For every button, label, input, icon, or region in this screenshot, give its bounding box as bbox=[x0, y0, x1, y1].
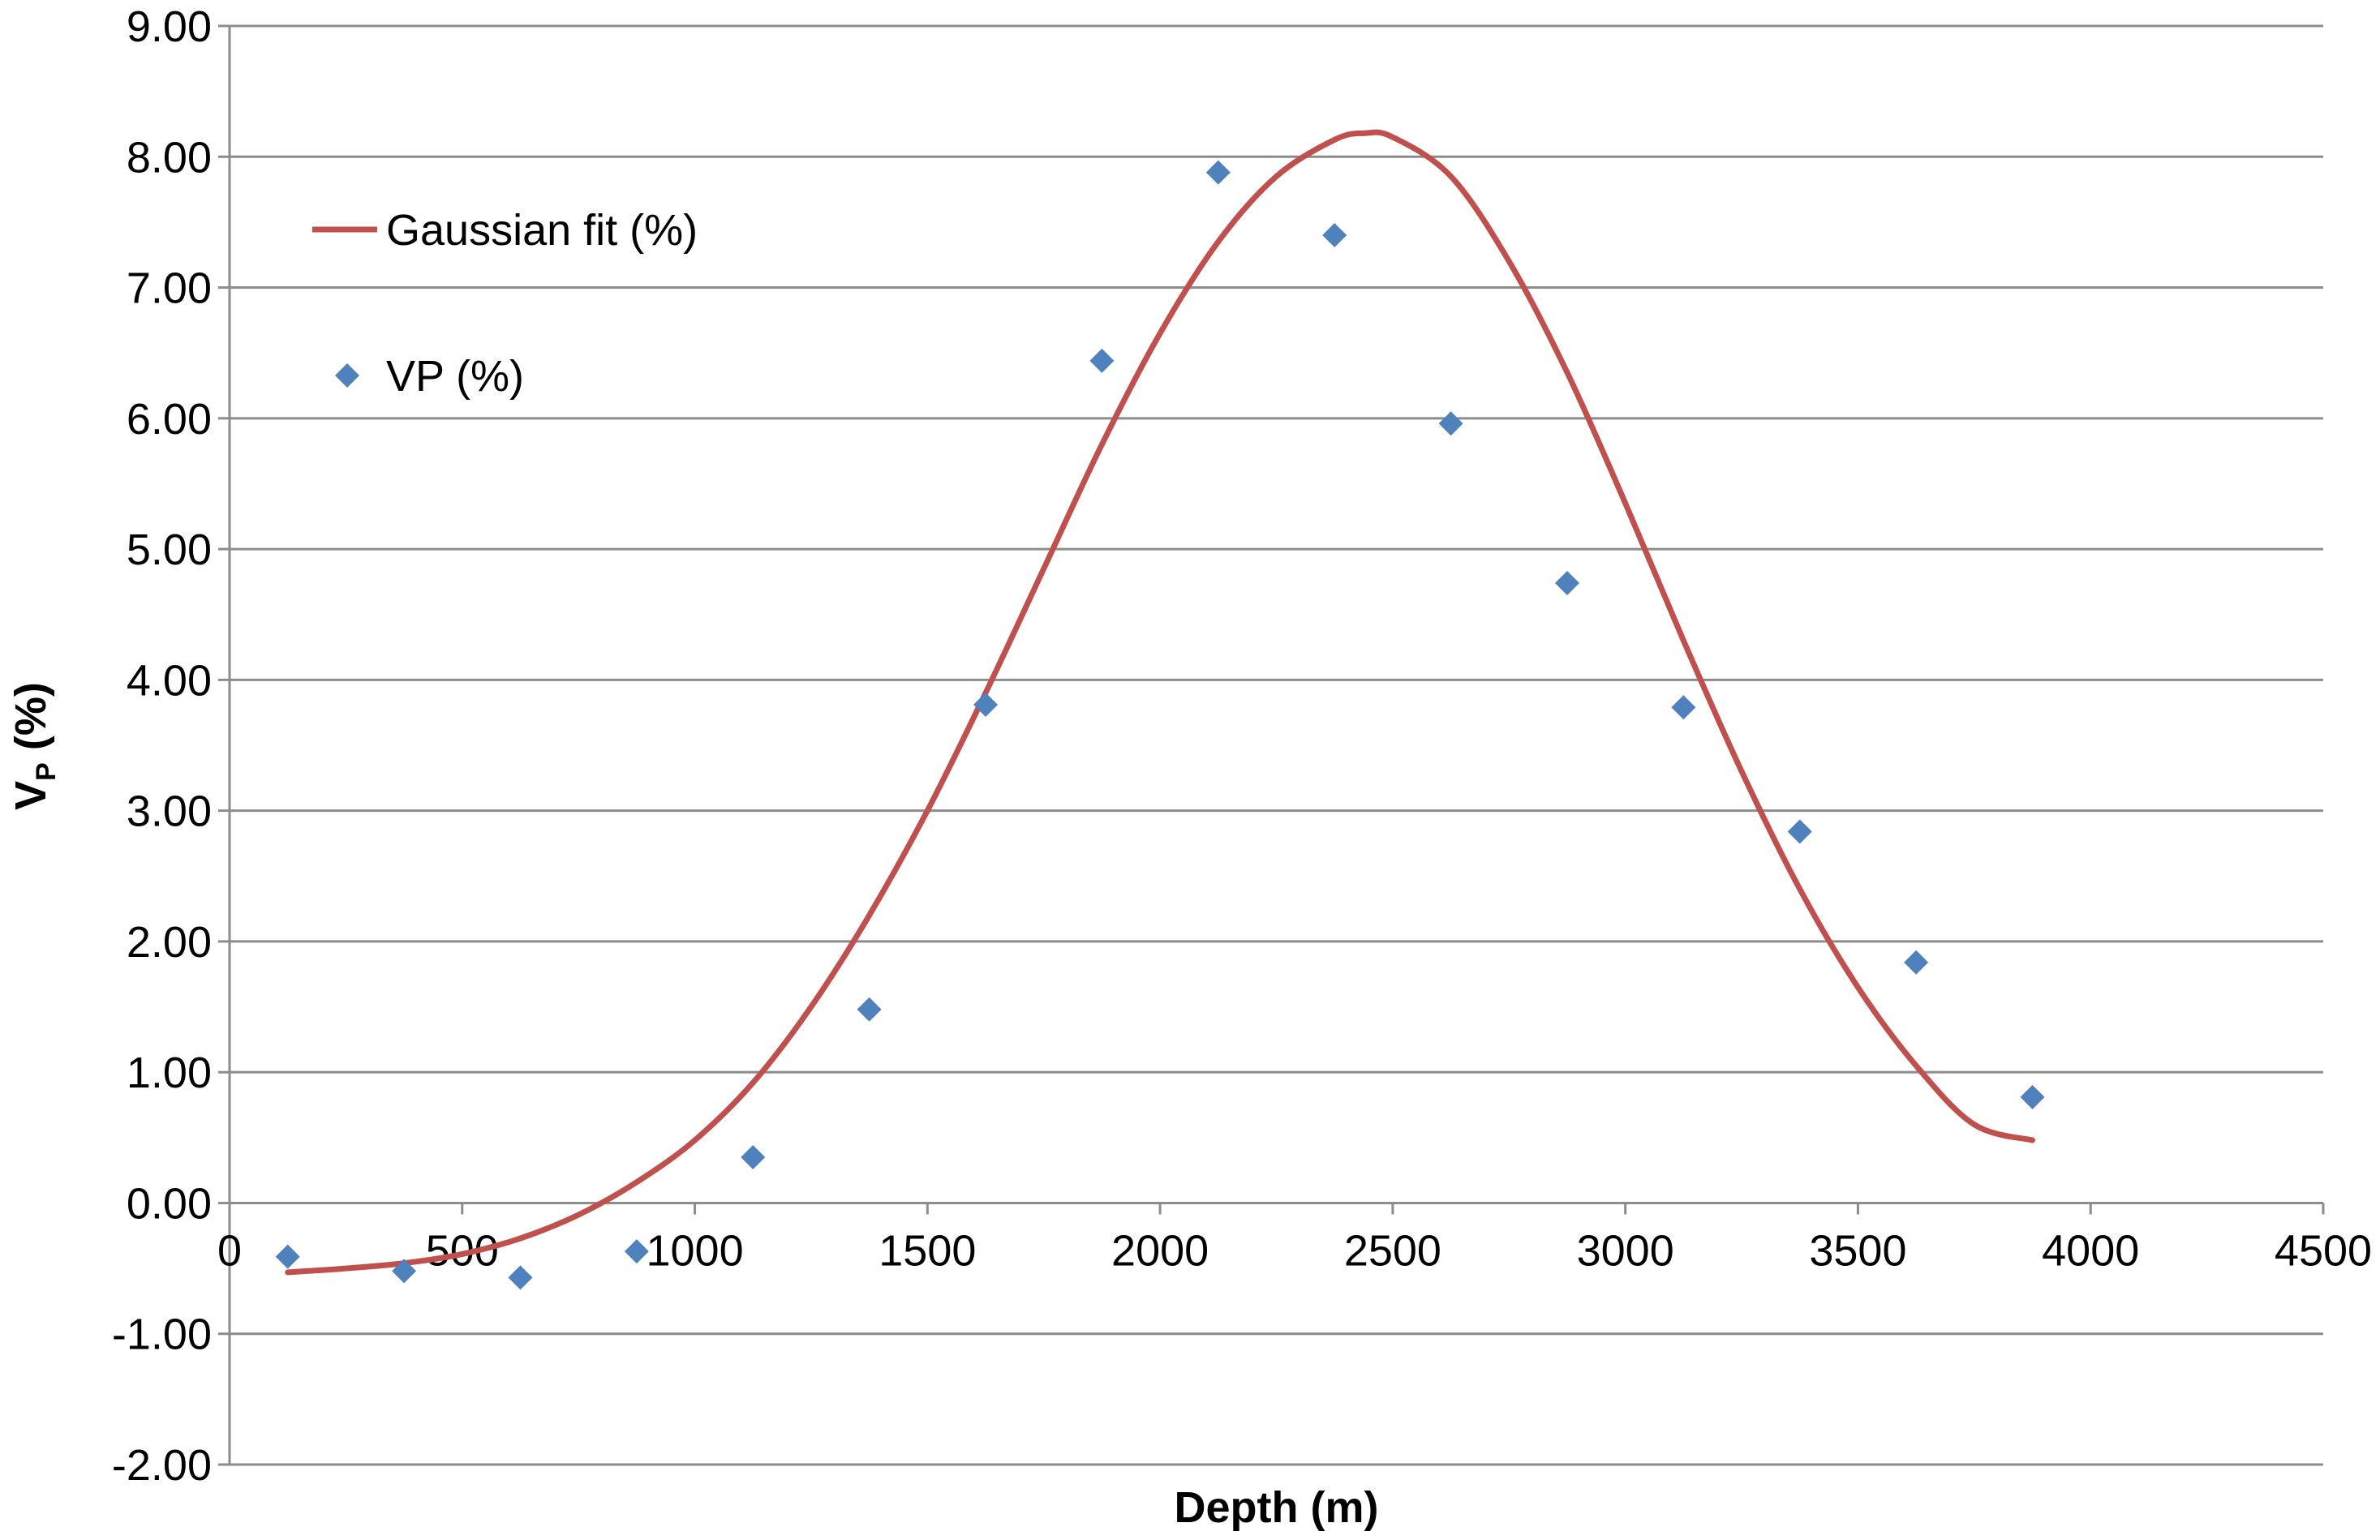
y-axis-title-suffix: (%) bbox=[6, 682, 55, 762]
axis-titles: Depth (m) VP (%) bbox=[6, 682, 1378, 1532]
gridlines bbox=[230, 24, 2323, 1466]
y-tick-label: 6.00 bbox=[127, 395, 212, 444]
y-tick-label: 4.00 bbox=[127, 656, 212, 705]
y-tick-label: 5.00 bbox=[127, 525, 212, 574]
vp-point bbox=[2020, 1084, 2045, 1109]
x-tick-label: 2000 bbox=[1111, 1226, 1209, 1275]
vp-point bbox=[741, 1145, 766, 1170]
vp-point bbox=[1089, 348, 1115, 373]
y-tick-label: -1.00 bbox=[112, 1311, 212, 1359]
y-tick-label: 7.00 bbox=[127, 264, 212, 313]
y-tick-label: 1.00 bbox=[127, 1049, 212, 1097]
vp-point bbox=[857, 997, 882, 1022]
y-tick-label: 8.00 bbox=[127, 133, 212, 182]
x-tick-label: 4000 bbox=[2042, 1226, 2139, 1275]
vp-point bbox=[275, 1244, 300, 1269]
vp-point bbox=[1671, 695, 1696, 720]
vp-point bbox=[1554, 571, 1579, 596]
x-tick-label: 1500 bbox=[879, 1226, 976, 1275]
vp-point bbox=[1322, 223, 1347, 248]
y-tick-label: 0.00 bbox=[127, 1179, 212, 1228]
x-tick-label: 3500 bbox=[1809, 1226, 1906, 1275]
vp-point bbox=[508, 1265, 533, 1290]
x-tick-label: 3000 bbox=[1577, 1226, 1674, 1275]
legend-vp-swatch bbox=[335, 363, 359, 388]
vp-point bbox=[1205, 160, 1231, 185]
vp-point bbox=[624, 1239, 649, 1264]
vp-point bbox=[1787, 819, 1812, 844]
x-tick-label: 2500 bbox=[1344, 1226, 1441, 1275]
tick-labels: -2.00 -1.00 0.00 1.00 2.00 3.00 4.00 5.00 6.00 7.… bbox=[112, 2, 2372, 1490]
vp-series bbox=[275, 160, 2045, 1290]
gaussian-fit-series bbox=[285, 129, 2035, 1276]
legend-vp-label: VP (%) bbox=[386, 352, 524, 401]
axes bbox=[218, 24, 2325, 1466]
gaussian-fit-line bbox=[285, 129, 2035, 1276]
y-tick-label: 9.00 bbox=[127, 2, 212, 51]
y-axis-title: VP (%) bbox=[6, 682, 62, 810]
legend-gaussian-label: Gaussian fit (%) bbox=[386, 206, 698, 255]
vp-point bbox=[1438, 411, 1463, 436]
legend: Gaussian fit (%) VP (%) bbox=[312, 206, 698, 401]
x-tick-label: 0 bbox=[217, 1226, 242, 1275]
x-tick-label: 1000 bbox=[646, 1226, 743, 1275]
y-tick-label: 2.00 bbox=[127, 918, 212, 967]
y-axis-title-main: V bbox=[6, 781, 55, 810]
x-tick-label: 4500 bbox=[2275, 1226, 2372, 1275]
vp-point bbox=[392, 1259, 417, 1284]
y-axis-title-subscript: P bbox=[31, 762, 62, 781]
x-axis-title: Depth (m) bbox=[1175, 1483, 1379, 1532]
y-tick-label: -2.00 bbox=[112, 1441, 212, 1490]
vp-point bbox=[973, 693, 999, 718]
vp-point bbox=[1904, 950, 1929, 975]
y-tick-label: 3.00 bbox=[127, 787, 212, 836]
